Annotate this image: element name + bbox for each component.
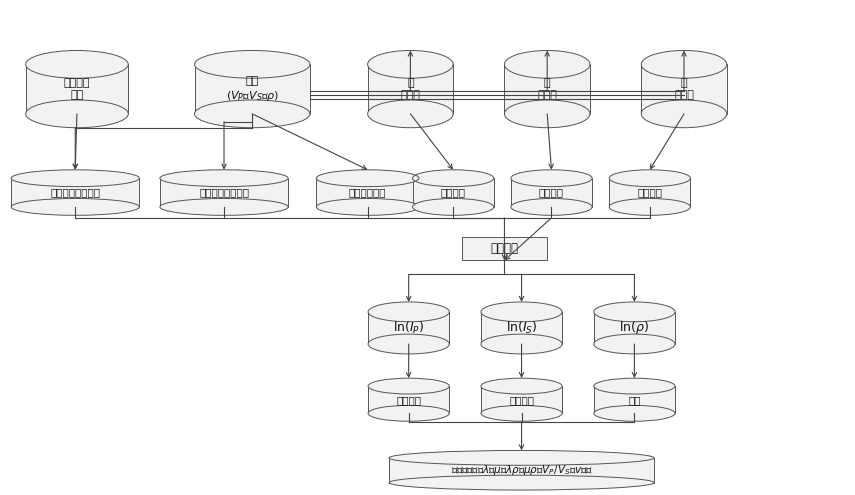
Text: 纵波阻抗: 纵波阻抗 — [396, 395, 422, 405]
Ellipse shape — [316, 170, 419, 187]
Ellipse shape — [160, 170, 288, 187]
Bar — [160, 178, 288, 207]
Ellipse shape — [593, 405, 675, 421]
Ellipse shape — [194, 100, 310, 128]
Bar — [368, 312, 450, 344]
Ellipse shape — [26, 100, 128, 128]
Ellipse shape — [368, 100, 453, 128]
Ellipse shape — [481, 378, 562, 394]
Bar — [413, 178, 493, 207]
Bar — [593, 386, 675, 413]
Text: 横波阻抗低频模型: 横波阻抗低频模型 — [199, 188, 249, 198]
Text: 地震子波: 地震子波 — [539, 188, 564, 198]
Bar — [368, 64, 453, 114]
Text: 同步反演: 同步反演 — [491, 242, 518, 255]
Ellipse shape — [481, 334, 562, 354]
Text: 中
角道集: 中 角道集 — [537, 78, 557, 100]
Ellipse shape — [593, 334, 675, 354]
Text: 地震子波: 地震子波 — [637, 188, 663, 198]
Text: 纵波阻抗低频模型: 纵波阻抗低频模型 — [50, 188, 100, 198]
Ellipse shape — [593, 378, 675, 394]
Ellipse shape — [413, 170, 494, 187]
Ellipse shape — [413, 198, 494, 215]
Text: $\ln(\rho)$: $\ln(\rho)$ — [619, 319, 650, 337]
Ellipse shape — [26, 50, 128, 78]
Ellipse shape — [389, 450, 654, 465]
Bar — [194, 64, 310, 114]
Ellipse shape — [368, 405, 450, 421]
Ellipse shape — [641, 50, 727, 78]
Ellipse shape — [511, 170, 592, 187]
Ellipse shape — [609, 170, 690, 187]
Text: 横波阻抗: 横波阻抗 — [509, 395, 534, 405]
Bar — [593, 312, 675, 344]
Text: 密度低频模型: 密度低频模型 — [349, 188, 386, 198]
Ellipse shape — [368, 334, 450, 354]
Bar — [389, 458, 654, 483]
Text: 密度: 密度 — [628, 395, 640, 405]
Bar — [641, 64, 727, 114]
Bar — [504, 64, 590, 114]
Ellipse shape — [368, 378, 450, 394]
Ellipse shape — [641, 100, 727, 128]
Ellipse shape — [511, 198, 592, 215]
Bar — [316, 178, 419, 207]
Ellipse shape — [11, 170, 139, 187]
Ellipse shape — [593, 302, 675, 322]
Bar — [26, 64, 128, 114]
Text: 测井
($V_P$、$V_S$、$\rho$): 测井 ($V_P$、$V_S$、$\rho$) — [226, 76, 279, 102]
Text: 近
角道集: 近 角道集 — [674, 78, 694, 100]
Text: 其它参数（如$\lambda$、$\mu$、$\lambda\rho$、$\mu\rho$、$V_P/V_S$、$v$等）: 其它参数（如$\lambda$、$\mu$、$\lambda\rho$、$\mu… — [451, 463, 593, 477]
Bar — [609, 178, 691, 207]
Ellipse shape — [504, 50, 590, 78]
Text: 地震子波: 地震子波 — [440, 188, 466, 198]
Ellipse shape — [316, 198, 419, 215]
Bar — [511, 178, 592, 207]
Ellipse shape — [368, 302, 450, 322]
Bar — [11, 178, 139, 207]
Ellipse shape — [389, 475, 654, 490]
Ellipse shape — [194, 50, 310, 78]
Text: 地震解释
层位: 地震解释 层位 — [64, 78, 90, 100]
Ellipse shape — [368, 50, 453, 78]
Bar — [462, 237, 547, 260]
Ellipse shape — [609, 198, 690, 215]
Ellipse shape — [481, 302, 562, 322]
Text: $\ln(I_P)$: $\ln(I_P)$ — [393, 320, 424, 336]
Text: 远
角道集: 远 角道集 — [400, 78, 421, 100]
Bar — [481, 312, 562, 344]
Ellipse shape — [481, 405, 562, 421]
Bar — [481, 386, 562, 413]
Ellipse shape — [504, 100, 590, 128]
Bar — [368, 386, 450, 413]
Ellipse shape — [11, 198, 139, 215]
Ellipse shape — [160, 198, 288, 215]
Text: $\ln(I_S)$: $\ln(I_S)$ — [505, 320, 538, 336]
